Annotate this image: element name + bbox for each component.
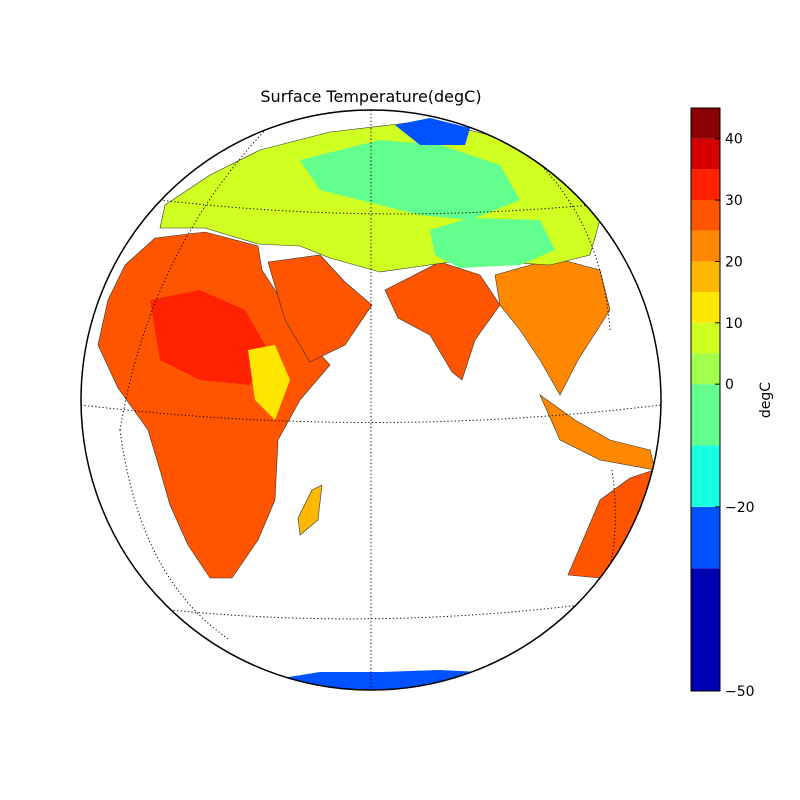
colorbar-segment <box>691 292 720 323</box>
colorbar-tick-label: 30 <box>725 193 743 209</box>
colorbar-label: degC <box>758 382 774 418</box>
sahara-hot-region <box>150 290 268 385</box>
india-region <box>384 261 501 381</box>
madagascar-region <box>297 484 323 536</box>
colorbar-segment <box>691 200 720 231</box>
globe <box>80 109 662 691</box>
yakutia-cold-region <box>395 118 470 145</box>
southeast-asia-region <box>494 257 611 396</box>
map-title: Surface Temperature(degC) <box>260 87 481 106</box>
colorbar-segment <box>691 261 720 293</box>
colorbar-segment <box>691 169 720 201</box>
colorbar-segment <box>691 108 720 139</box>
colorbar-segment <box>691 568 720 691</box>
antarctica-region <box>270 670 480 690</box>
arabia-region <box>267 254 373 363</box>
colorbar-segment <box>691 506 720 569</box>
colorbar-segment <box>691 230 720 262</box>
colorbar-segment <box>691 384 720 446</box>
colorbar-segment <box>691 138 720 170</box>
colorbar-tick-label: 0 <box>725 377 734 393</box>
colorbar-tick-label: 20 <box>725 254 743 270</box>
colorbar-tick-label: 10 <box>725 316 743 332</box>
colorbar-tick-label: −50 <box>725 684 755 700</box>
colorbar-tick-label: −20 <box>725 500 755 516</box>
graticule <box>81 110 661 690</box>
colorbar-segment <box>691 322 720 354</box>
colorbar-segment <box>691 445 720 507</box>
colorbar-segment <box>691 353 720 385</box>
east-africa-highlands <box>248 345 290 420</box>
tibet-region <box>430 218 555 268</box>
colorbar: −50 −20 0 10 20 30 40 degC <box>690 107 774 700</box>
siberia-region <box>300 140 520 220</box>
colorbar-tick-label: 40 <box>725 132 743 148</box>
indonesia-region <box>539 394 656 471</box>
